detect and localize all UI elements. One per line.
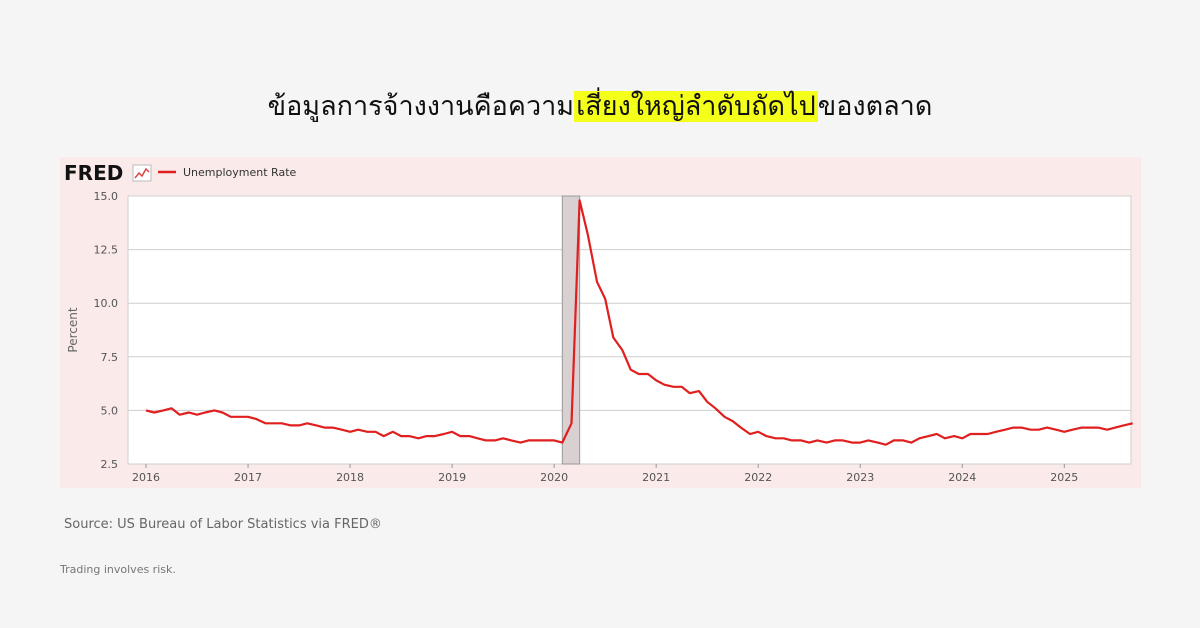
source-note: Source: US Bureau of Labor Statistics vi… xyxy=(64,517,382,532)
line-chart-icon xyxy=(132,164,152,182)
unemployment-rate-line xyxy=(145,199,1133,446)
x-tick-label: 2023 xyxy=(846,471,874,484)
x-tick-label: 2021 xyxy=(642,471,670,484)
x-tick-label: 2016 xyxy=(132,471,160,484)
headline-text: ข้อมูลการจ้างงานคือความ xyxy=(267,91,575,122)
x-tick-label: 2022 xyxy=(744,471,772,484)
x-tick-label: 2025 xyxy=(1050,471,1078,484)
fred-brand: FRED Unemployment Rate xyxy=(64,161,297,185)
y-tick-label: 5.0 xyxy=(101,404,119,417)
x-tick-label: 2017 xyxy=(234,471,262,484)
y-tick-label: 7.5 xyxy=(101,351,119,364)
recession-shading xyxy=(561,195,581,465)
y-axis-ticks: 2.5 5.0 7.5 10.0 12.5 15.0 xyxy=(94,190,119,471)
x-tick-label: 2024 xyxy=(948,471,976,484)
unemployment-chart: FRED Unemployment Rate 2.5 5.0 7.5 10.0 12.5… xyxy=(64,161,1133,484)
legend-label: Unemployment Rate xyxy=(183,166,297,179)
x-tick-label: 2019 xyxy=(438,471,466,484)
x-tick-label: 2020 xyxy=(540,471,568,484)
y-tick-label: 15.0 xyxy=(94,190,119,203)
y-tick-label: 10.0 xyxy=(94,297,119,310)
fred-chart: FRED Unemployment Rate 2.5 5.0 7.5 10.0 12.5… xyxy=(60,157,1141,488)
headline: ข้อมูลการจ้างงานคือความเสี่ยงใหญ่ลำดับถั… xyxy=(0,84,1200,127)
headline-text-end: ของตลาด xyxy=(817,91,933,122)
y-tick-label: 12.5 xyxy=(94,244,119,257)
y-tick-label: 2.5 xyxy=(101,458,119,471)
y-axis-label: Percent xyxy=(66,307,80,352)
headline-highlight: เสี่ยงใหญ่ลำดับถัดไป xyxy=(574,91,818,122)
fred-logo: FRED xyxy=(64,161,123,185)
gridlines xyxy=(128,195,1131,465)
x-axis-ticks: 2016 2017 2018 2019 2020 2021 2022 2023 2024 2025 xyxy=(132,464,1078,484)
x-tick-label: 2018 xyxy=(336,471,364,484)
risk-disclaimer: Trading involves risk. xyxy=(60,563,176,576)
